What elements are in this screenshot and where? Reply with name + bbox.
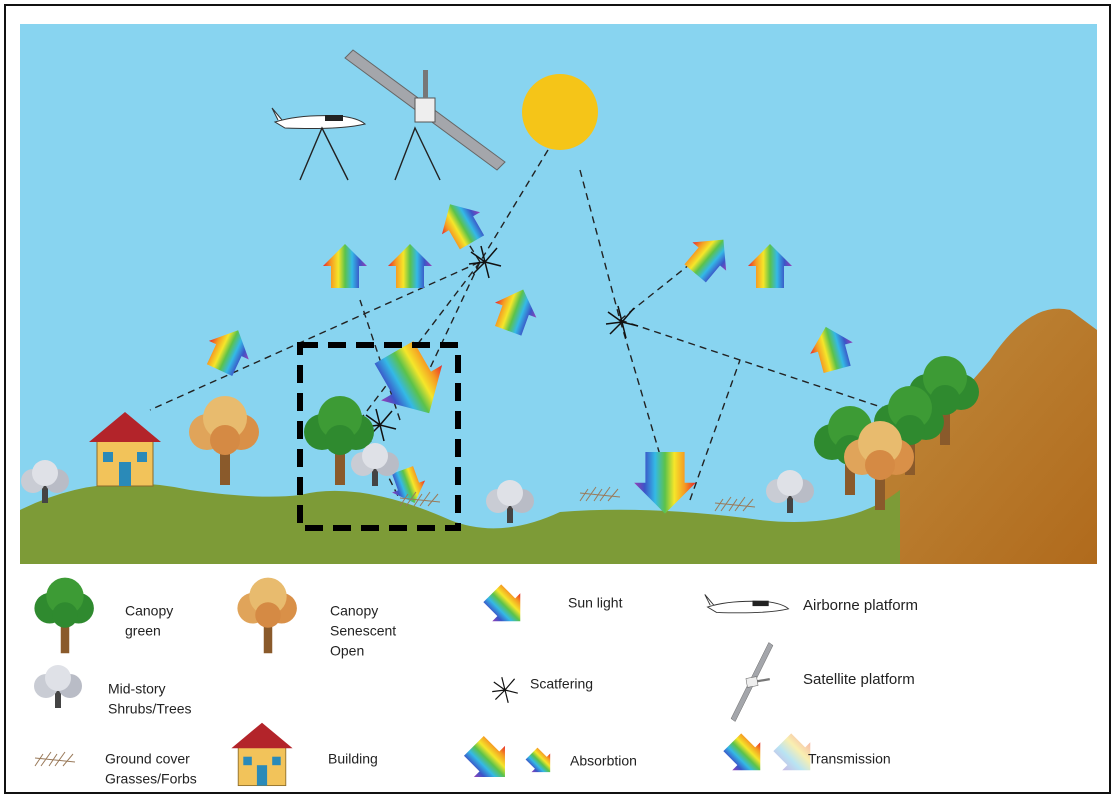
legend-label: Satellite platform [803, 671, 915, 688]
legend-label: Shrubs/Trees [108, 701, 192, 717]
legend-label: Mid-story [108, 681, 166, 697]
legend-label: Building [328, 751, 378, 767]
legend-label: Scatfering [530, 676, 593, 692]
legend-label: Open [330, 643, 364, 659]
legend-label: Absorbtion [570, 753, 637, 769]
legend-label: Airborne platform [803, 597, 918, 614]
diagram: Canopy green Canopy Senescent Open Mid-s… [0, 0, 1115, 798]
legend-label: Canopy [330, 603, 378, 619]
legend-label: green [125, 623, 161, 639]
legend-label: Ground cover [105, 751, 190, 767]
legend-label: Grasses/Forbs [105, 771, 197, 787]
legend-label: Transmission [808, 751, 891, 767]
legend-label: Senescent [330, 623, 396, 639]
legend-label: Sun light [568, 595, 623, 611]
legend-label: Canopy [125, 603, 173, 619]
